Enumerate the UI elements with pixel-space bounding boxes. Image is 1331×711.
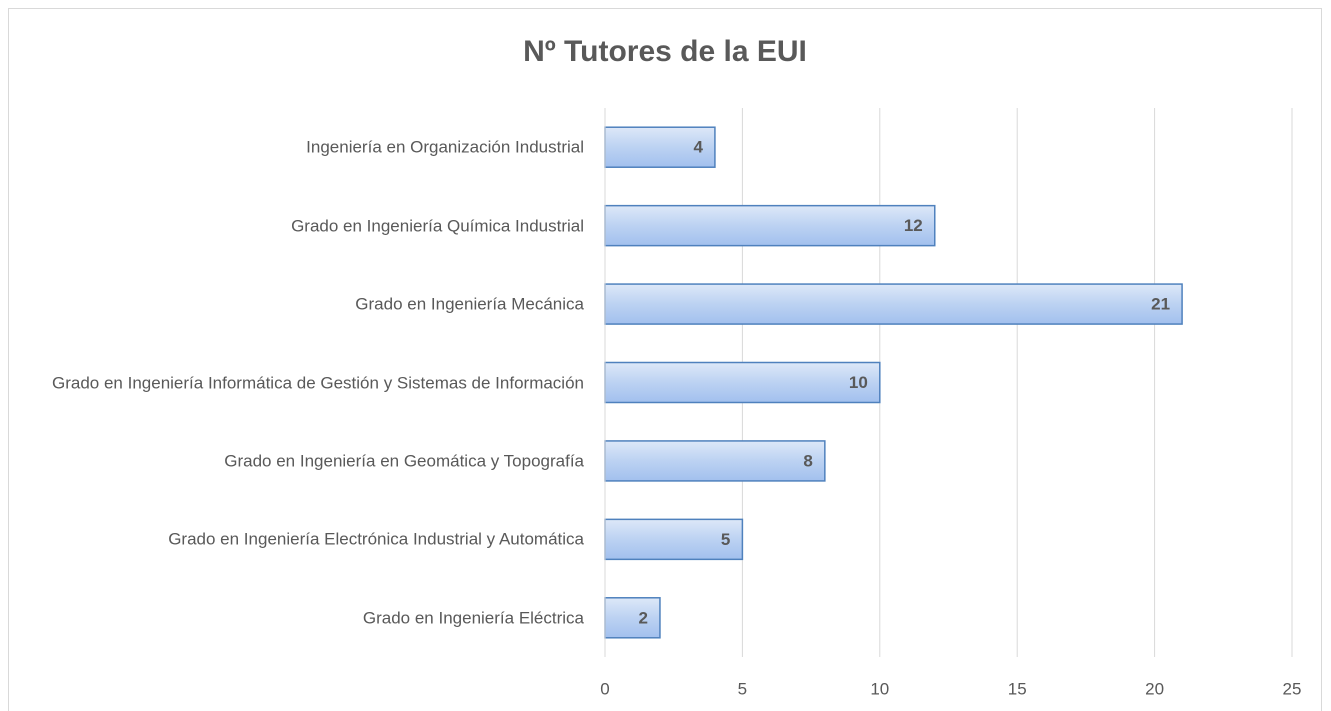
x-tick-label: 5 [738,679,747,698]
bar [604,126,716,168]
y-tick-label: Grado en Ingeniería en Geomática y Topog… [224,451,584,471]
y-tick-label: Grado en Ingeniería Informática de Gesti… [52,373,584,392]
bar [604,518,744,561]
data-label: 21 [1151,295,1170,314]
y-tick-label: Grado en Ingeniería Mecánica [355,294,584,314]
chart-title: Nº Tutores de la EUI [523,35,807,68]
bar [604,440,826,482]
x-tick-label: 25 [1283,679,1302,698]
x-tick-label: 10 [870,679,889,698]
y-tick-label: Grado en Ingeniería Eléctrica [362,608,584,628]
y-tick-label: Grado en Ingeniería Química Industrial [291,216,584,236]
chart-frame [8,8,1322,711]
bar [604,361,881,404]
x-tick-label: 15 [1008,679,1027,698]
bar [604,283,1183,325]
bar [604,597,661,639]
bar [604,204,936,247]
x-tick-label: 20 [1145,679,1164,698]
data-label: 2 [638,608,647,627]
x-tick-label: 0 [600,679,609,698]
data-label: 8 [803,451,812,470]
y-tick-label: Ingeniería en Organización Industrial [306,137,584,157]
data-label: 5 [721,530,730,549]
data-label: 4 [693,138,703,157]
data-label: 10 [849,373,868,392]
y-tick-label: Grado en Ingeniería Electrónica Industri… [168,529,584,549]
data-label: 12 [904,216,923,235]
